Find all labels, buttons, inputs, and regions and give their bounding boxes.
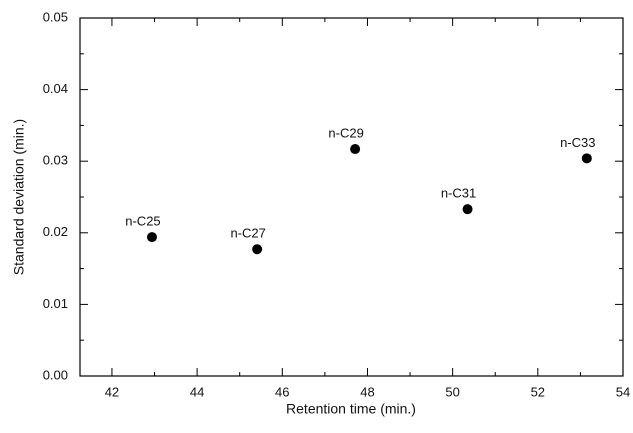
y-tick-label: 0.00 <box>43 367 68 382</box>
x-tick-label: 44 <box>190 384 204 399</box>
point-label: n-C33 <box>560 135 595 150</box>
y-tick-label: 0.03 <box>43 153 68 168</box>
y-tick-label: 0.01 <box>43 296 68 311</box>
point <box>350 144 361 155</box>
y-tick-label: 0.04 <box>43 81 68 96</box>
point-label: n-C25 <box>125 214 160 229</box>
y-axis-title: Standard deviation (min.) <box>11 119 27 275</box>
x-tick-label: 50 <box>445 384 459 399</box>
plot-frame <box>79 17 624 377</box>
point <box>252 244 263 255</box>
x-tick-label: 48 <box>360 384 374 399</box>
point-label: n-C31 <box>441 186 476 201</box>
x-tick-label: 42 <box>105 384 119 399</box>
point-label: n-C27 <box>230 226 265 241</box>
x-tick-label: 54 <box>616 384 630 399</box>
x-axis-title: Retention time (min.) <box>286 401 416 417</box>
x-tick-label: 46 <box>275 384 289 399</box>
point-label: n-C29 <box>328 125 363 140</box>
point <box>581 153 592 164</box>
point <box>462 204 473 215</box>
y-tick-label: 0.02 <box>43 224 68 239</box>
x-tick-label: 52 <box>531 384 545 399</box>
y-tick-label: 0.05 <box>43 9 68 24</box>
point <box>146 232 157 243</box>
